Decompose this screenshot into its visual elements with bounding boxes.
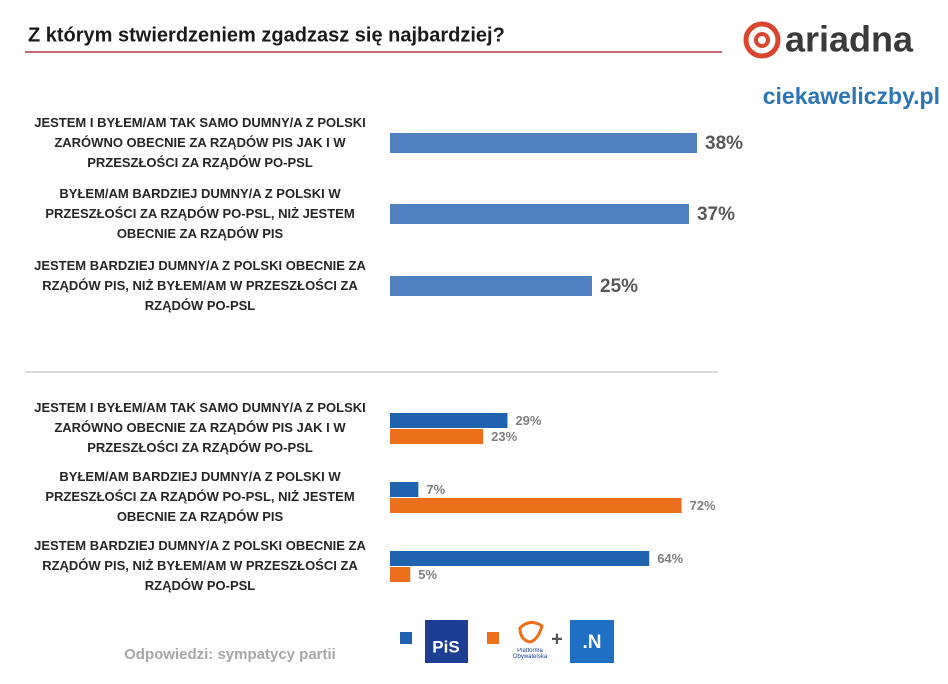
value-label: 38%	[705, 133, 743, 154]
legend-joiner: +	[551, 628, 563, 650]
bar	[390, 429, 484, 444]
value-label: 37%	[697, 204, 735, 225]
category-label: JESTEM I BYŁEM/AM TAK SAMO DUMNY/A Z POL…	[34, 115, 366, 170]
bar	[390, 498, 682, 513]
bar	[390, 551, 650, 566]
bar	[390, 413, 508, 428]
footer: Odpowiedzi: sympatycy partii	[124, 646, 336, 663]
category-label: JESTEM I BYŁEM/AM TAK SAMO DUMNY/A Z POL…	[34, 400, 366, 455]
category-label: JESTEM BARDZIEJ DUMNY/A Z POLSKI OBECNIE…	[34, 538, 366, 593]
po-logo-text: Platforma Obywatelska	[512, 648, 548, 660]
category-label: JESTEM BARDZIEJ DUMNY/A Z POLSKI OBECNIE…	[34, 258, 366, 313]
value-label: 5%	[418, 567, 437, 582]
chart-title: Z którym stwierdzeniem zgadzasz się najb…	[28, 24, 505, 46]
value-label: 25%	[600, 276, 638, 297]
brand: ariadna	[785, 19, 914, 60]
category-label: BYŁEM/AM BARDZIEJ DUMNY/A Z POLSKI W PRZ…	[45, 186, 355, 241]
brand-logo	[743, 21, 781, 59]
value-label: 64%	[657, 551, 683, 566]
n-logo	[570, 620, 614, 663]
legend-swatch	[487, 632, 499, 644]
pis-logo	[425, 620, 468, 663]
value-label: 72%	[690, 498, 716, 513]
legend-label: PiS	[432, 637, 459, 656]
site: ciekaweliczby.pl	[763, 83, 940, 109]
value-label: 29%	[515, 413, 541, 428]
bar	[390, 133, 698, 153]
legend-swatch	[400, 632, 412, 644]
bar	[390, 482, 419, 497]
po-logo	[518, 621, 544, 644]
bar	[390, 204, 689, 224]
value-label: 7%	[426, 482, 445, 497]
bar	[390, 276, 592, 296]
legend-extra: .N	[583, 632, 602, 653]
category-label: BYŁEM/AM BARDZIEJ DUMNY/A Z POLSKI W PRZ…	[45, 469, 355, 524]
value-label: 23%	[491, 429, 517, 444]
bar	[390, 567, 411, 582]
legend-label: Platforma Obywatelska	[512, 648, 548, 660]
